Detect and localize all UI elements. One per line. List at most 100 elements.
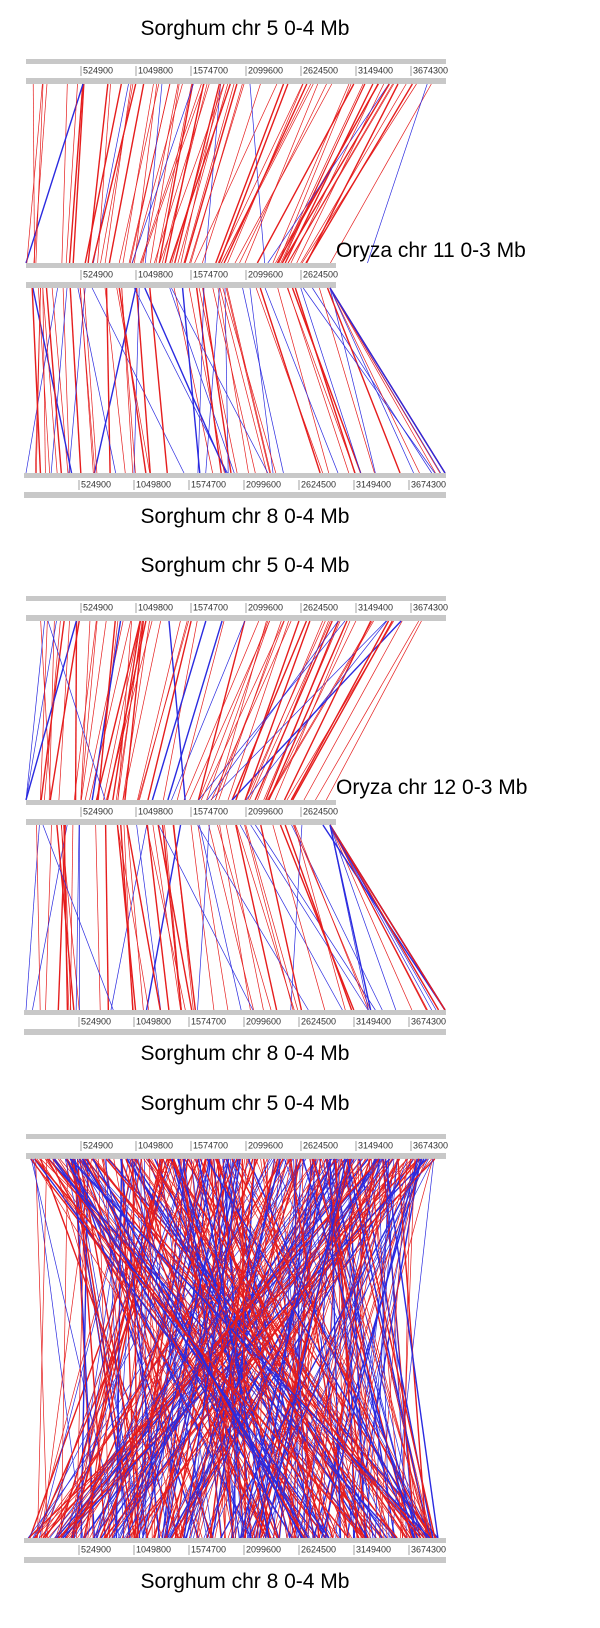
synteny-link	[177, 83, 229, 264]
synteny-links	[25, 287, 446, 474]
synteny-link	[76, 1158, 86, 1539]
synteny-link	[303, 620, 403, 801]
tick-label: 524900	[83, 806, 113, 816]
synteny-link	[281, 83, 390, 264]
synteny-link	[226, 287, 271, 474]
synteny-link	[330, 83, 432, 264]
synteny-link	[206, 1158, 428, 1539]
synteny-link	[127, 1158, 432, 1539]
synteny-link	[205, 287, 220, 474]
synteny-link	[294, 824, 346, 1011]
synteny-link	[329, 287, 436, 474]
synteny-link	[264, 287, 339, 474]
synteny-link	[222, 287, 277, 474]
synteny-link	[83, 287, 98, 474]
synteny-link	[97, 620, 116, 801]
synteny-link	[162, 1158, 272, 1539]
synteny-link	[133, 287, 140, 474]
synteny-link	[329, 287, 446, 474]
synteny-link	[77, 287, 117, 474]
synteny-link	[132, 83, 183, 264]
synteny-link	[158, 824, 254, 1011]
synteny-link	[47, 620, 106, 801]
synteny-link	[187, 1158, 360, 1539]
synteny-link	[80, 620, 98, 801]
synteny-link	[276, 83, 379, 264]
synteny-link	[122, 83, 154, 264]
track-label: Sorghum chr 5 0-4 Mb	[141, 1092, 350, 1115]
synteny-link	[169, 83, 231, 264]
synteny-link	[265, 620, 339, 801]
synteny-link	[284, 824, 353, 1011]
synteny-link	[40, 1158, 92, 1539]
synteny-link	[124, 620, 145, 801]
synteny-link	[227, 620, 289, 801]
synteny-link	[286, 1158, 340, 1539]
synteny-link	[167, 1158, 394, 1539]
synteny-link	[225, 287, 271, 474]
synteny-link	[224, 287, 229, 474]
synteny-link	[255, 287, 324, 474]
tick-label: 3149400	[356, 1544, 391, 1554]
synteny-link	[286, 620, 395, 801]
synteny-link	[83, 1158, 164, 1539]
tick-label: 3674300	[413, 602, 448, 612]
synteny-link	[198, 1158, 299, 1539]
synteny-link	[242, 287, 284, 474]
synteny-link	[32, 287, 73, 474]
synteny-link	[114, 1158, 137, 1539]
synteny-link	[65, 83, 78, 264]
track-bar	[26, 1134, 446, 1139]
tick-label: 2099600	[248, 1140, 283, 1150]
synteny-link	[117, 620, 132, 801]
synteny-link	[181, 1158, 246, 1539]
synteny-link	[224, 1158, 247, 1539]
synteny-link	[69, 1158, 431, 1539]
synteny-link	[121, 1158, 137, 1539]
synteny-link	[42, 1158, 380, 1539]
synteny-link	[166, 1158, 279, 1539]
synteny-link	[31, 1158, 120, 1539]
synteny-link	[167, 620, 223, 801]
synteny-link	[213, 1158, 243, 1539]
synteny-link	[132, 1158, 139, 1539]
synteny-link	[211, 620, 292, 801]
synteny-link	[54, 1158, 333, 1539]
synteny-link	[206, 620, 270, 801]
synteny-link	[57, 824, 66, 1011]
synteny-link	[190, 83, 243, 264]
synteny-link	[103, 620, 141, 801]
synteny-link	[264, 1158, 347, 1539]
synteny-link	[35, 1158, 48, 1539]
synteny-link	[118, 83, 160, 264]
tick-label: 1049800	[138, 269, 173, 279]
synteny-link	[168, 620, 186, 801]
synteny-link	[247, 1158, 421, 1539]
synteny-link	[104, 1158, 169, 1539]
synteny-link	[329, 824, 428, 1011]
synteny-link	[325, 620, 422, 801]
synteny-link	[158, 83, 194, 264]
synteny-link	[197, 824, 210, 1011]
synteny-link	[122, 620, 161, 801]
synteny-link	[183, 83, 235, 264]
synteny-link	[212, 287, 256, 474]
synteny-link	[125, 1158, 278, 1539]
tick-label: 1574700	[193, 269, 228, 279]
synteny-link	[197, 824, 309, 1011]
synteny-link	[25, 620, 78, 801]
synteny-link	[131, 83, 194, 264]
synteny-link	[293, 1158, 306, 1539]
synteny-link	[162, 83, 208, 264]
tick-label: 1574700	[193, 1140, 228, 1150]
synteny-link	[254, 620, 333, 801]
synteny-link	[142, 83, 179, 264]
synteny-link	[157, 824, 193, 1011]
synteny-link	[141, 1158, 230, 1539]
tick-label: 524900	[83, 269, 113, 279]
synteny-link	[46, 1158, 272, 1539]
synteny-link	[402, 1158, 411, 1539]
synteny-link	[145, 824, 182, 1011]
synteny-link	[136, 824, 162, 1011]
